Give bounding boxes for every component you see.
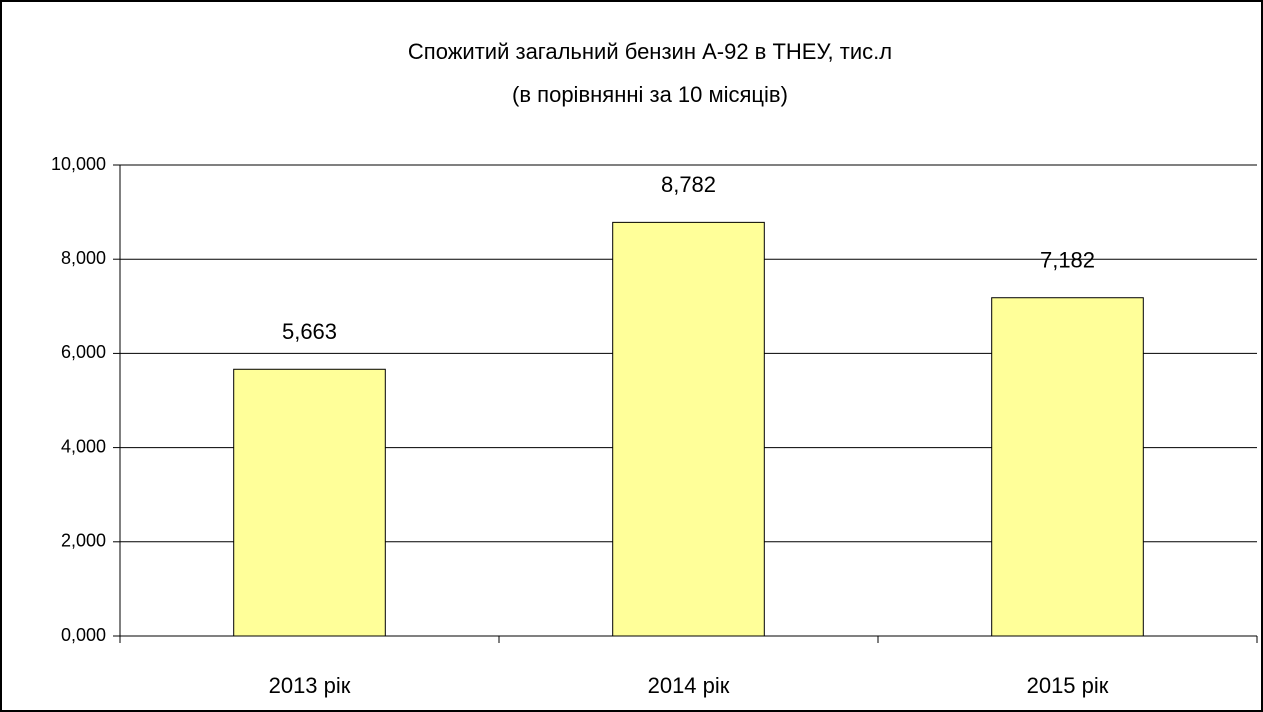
- y-tick-label: 8,000: [61, 248, 106, 268]
- y-tick-label: 4,000: [61, 436, 106, 456]
- value-label: 8,782: [661, 172, 716, 197]
- bar: [233, 368, 386, 637]
- x-tick-label: 2013 рік: [269, 673, 351, 698]
- chart-subtitle: (в порівнянні за 10 місяців): [512, 82, 788, 107]
- y-tick-label: 10,000: [51, 154, 106, 174]
- y-tick-label: 2,000: [61, 531, 106, 551]
- bar: [991, 297, 1144, 637]
- value-label: 7,182: [1040, 248, 1095, 273]
- y-tick-label: 0,000: [61, 625, 106, 645]
- y-tick-label: 6,000: [61, 342, 106, 362]
- value-label: 5,663: [282, 319, 337, 344]
- chart-title: Спожитий загальний бензин А-92 в ТНЕУ, т…: [408, 39, 892, 64]
- x-tick-label: 2015 рік: [1027, 673, 1109, 698]
- bar: [612, 221, 765, 637]
- x-tick-label: 2014 рік: [648, 673, 730, 698]
